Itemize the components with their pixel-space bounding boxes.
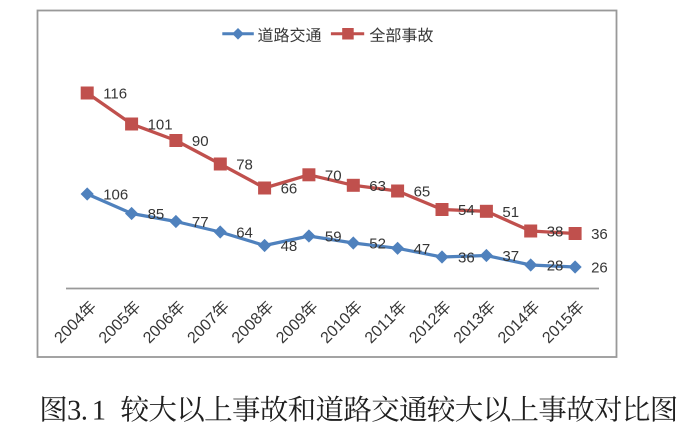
svg-text:90: 90 [192, 133, 209, 150]
svg-text:47: 47 [414, 241, 431, 258]
svg-text:36: 36 [458, 250, 475, 267]
svg-text:59: 59 [325, 229, 342, 246]
svg-text:101: 101 [148, 117, 173, 134]
svg-text:77: 77 [192, 214, 209, 231]
svg-text:48: 48 [281, 238, 298, 255]
svg-text:116: 116 [103, 86, 127, 103]
svg-text:36: 36 [591, 226, 608, 243]
svg-text:37: 37 [502, 248, 519, 265]
svg-text:64: 64 [236, 225, 253, 242]
svg-text:52: 52 [369, 236, 386, 253]
svg-text:78: 78 [236, 157, 253, 174]
svg-text:106: 106 [103, 187, 128, 204]
svg-text:65: 65 [414, 184, 431, 201]
svg-text:26: 26 [591, 260, 608, 277]
svg-text:63: 63 [369, 178, 386, 195]
svg-text:85: 85 [148, 206, 165, 223]
svg-text:54: 54 [458, 202, 475, 219]
svg-text:28: 28 [547, 258, 564, 275]
svg-text:66: 66 [281, 181, 298, 198]
svg-text:51: 51 [502, 204, 519, 221]
svg-text:38: 38 [547, 224, 564, 241]
svg-text:70: 70 [325, 167, 342, 184]
